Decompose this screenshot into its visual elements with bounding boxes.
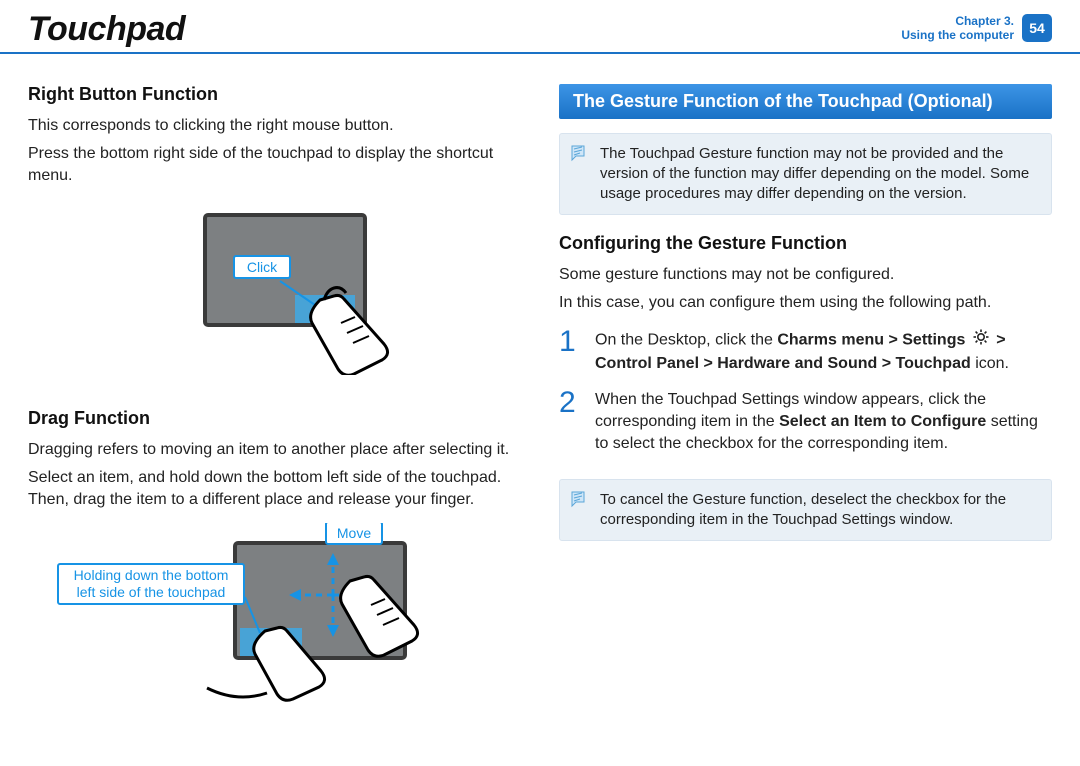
- note-icon: [570, 144, 590, 162]
- drag-heading: Drag Function: [28, 408, 521, 429]
- step1-bold2: Control Panel > Hardware and Sound > Tou…: [595, 355, 971, 372]
- step2-bold: Select an Item to Configure: [779, 413, 986, 430]
- drag-p1: Dragging refers to moving an item to ano…: [28, 439, 521, 461]
- right-click-illustration: Click: [28, 205, 521, 380]
- step2-number: 2: [559, 389, 581, 455]
- right-column: The Gesture Function of the Touchpad (Op…: [559, 84, 1052, 738]
- page-header: Touchpad Chapter 3. Using the computer 5…: [0, 0, 1080, 54]
- note1-text: The Touchpad Gesture function may not be…: [600, 145, 1029, 202]
- gear-icon: [972, 328, 990, 353]
- chapter-text: Chapter 3. Using the computer: [901, 14, 1014, 42]
- step1-text: On the Desktop, click the Charms menu > …: [595, 328, 1052, 375]
- note-box-2: To cancel the Gesture function, deselect…: [559, 479, 1052, 541]
- step-2: 2 When the Touchpad Settings window appe…: [559, 389, 1052, 455]
- step1-number: 1: [559, 328, 581, 375]
- drag-illustration: Move Holding down the bottom left side o…: [28, 523, 521, 728]
- page-title: Touchpad: [28, 10, 185, 49]
- move-callout: Move: [325, 523, 383, 545]
- gesture-banner: The Gesture Function of the Touchpad (Op…: [559, 84, 1052, 119]
- chapter-subtitle: Using the computer: [901, 28, 1014, 42]
- step1-post: icon.: [971, 355, 1009, 372]
- hold-callout-line1: Holding down the bottom: [67, 567, 235, 584]
- config-heading: Configuring the Gesture Function: [559, 233, 1052, 254]
- hold-callout-line2: left side of the touchpad: [67, 584, 235, 601]
- content-columns: Right Button Function This corresponds t…: [0, 54, 1080, 738]
- config-p2: In this case, you can configure them usi…: [559, 292, 1052, 314]
- right-button-p1: This corresponds to clicking the right m…: [28, 115, 521, 137]
- click-callout: Click: [233, 255, 291, 279]
- note-icon: [570, 490, 590, 508]
- config-p1: Some gesture functions may not be config…: [559, 264, 1052, 286]
- step-1: 1 On the Desktop, click the Charms menu …: [559, 328, 1052, 375]
- step1-bold1: Charms menu > Settings: [777, 332, 965, 349]
- left-column: Right Button Function This corresponds t…: [28, 84, 521, 738]
- hold-callout: Holding down the bottom left side of the…: [57, 563, 245, 605]
- chapter-label: Chapter 3.: [901, 14, 1014, 28]
- note-box-1: The Touchpad Gesture function may not be…: [559, 133, 1052, 215]
- chapter-block: Chapter 3. Using the computer 54: [901, 14, 1052, 42]
- right-button-p2: Press the bottom right side of the touch…: [28, 143, 521, 187]
- right-button-heading: Right Button Function: [28, 84, 521, 105]
- step2-text: When the Touchpad Settings window appear…: [595, 389, 1052, 455]
- step1-mid: >: [992, 332, 1006, 349]
- page-number-badge: 54: [1022, 14, 1052, 42]
- step1-pre: On the Desktop, click the: [595, 332, 777, 349]
- note2-text: To cancel the Gesture function, deselect…: [600, 491, 1006, 528]
- drag-p2: Select an item, and hold down the bottom…: [28, 467, 521, 511]
